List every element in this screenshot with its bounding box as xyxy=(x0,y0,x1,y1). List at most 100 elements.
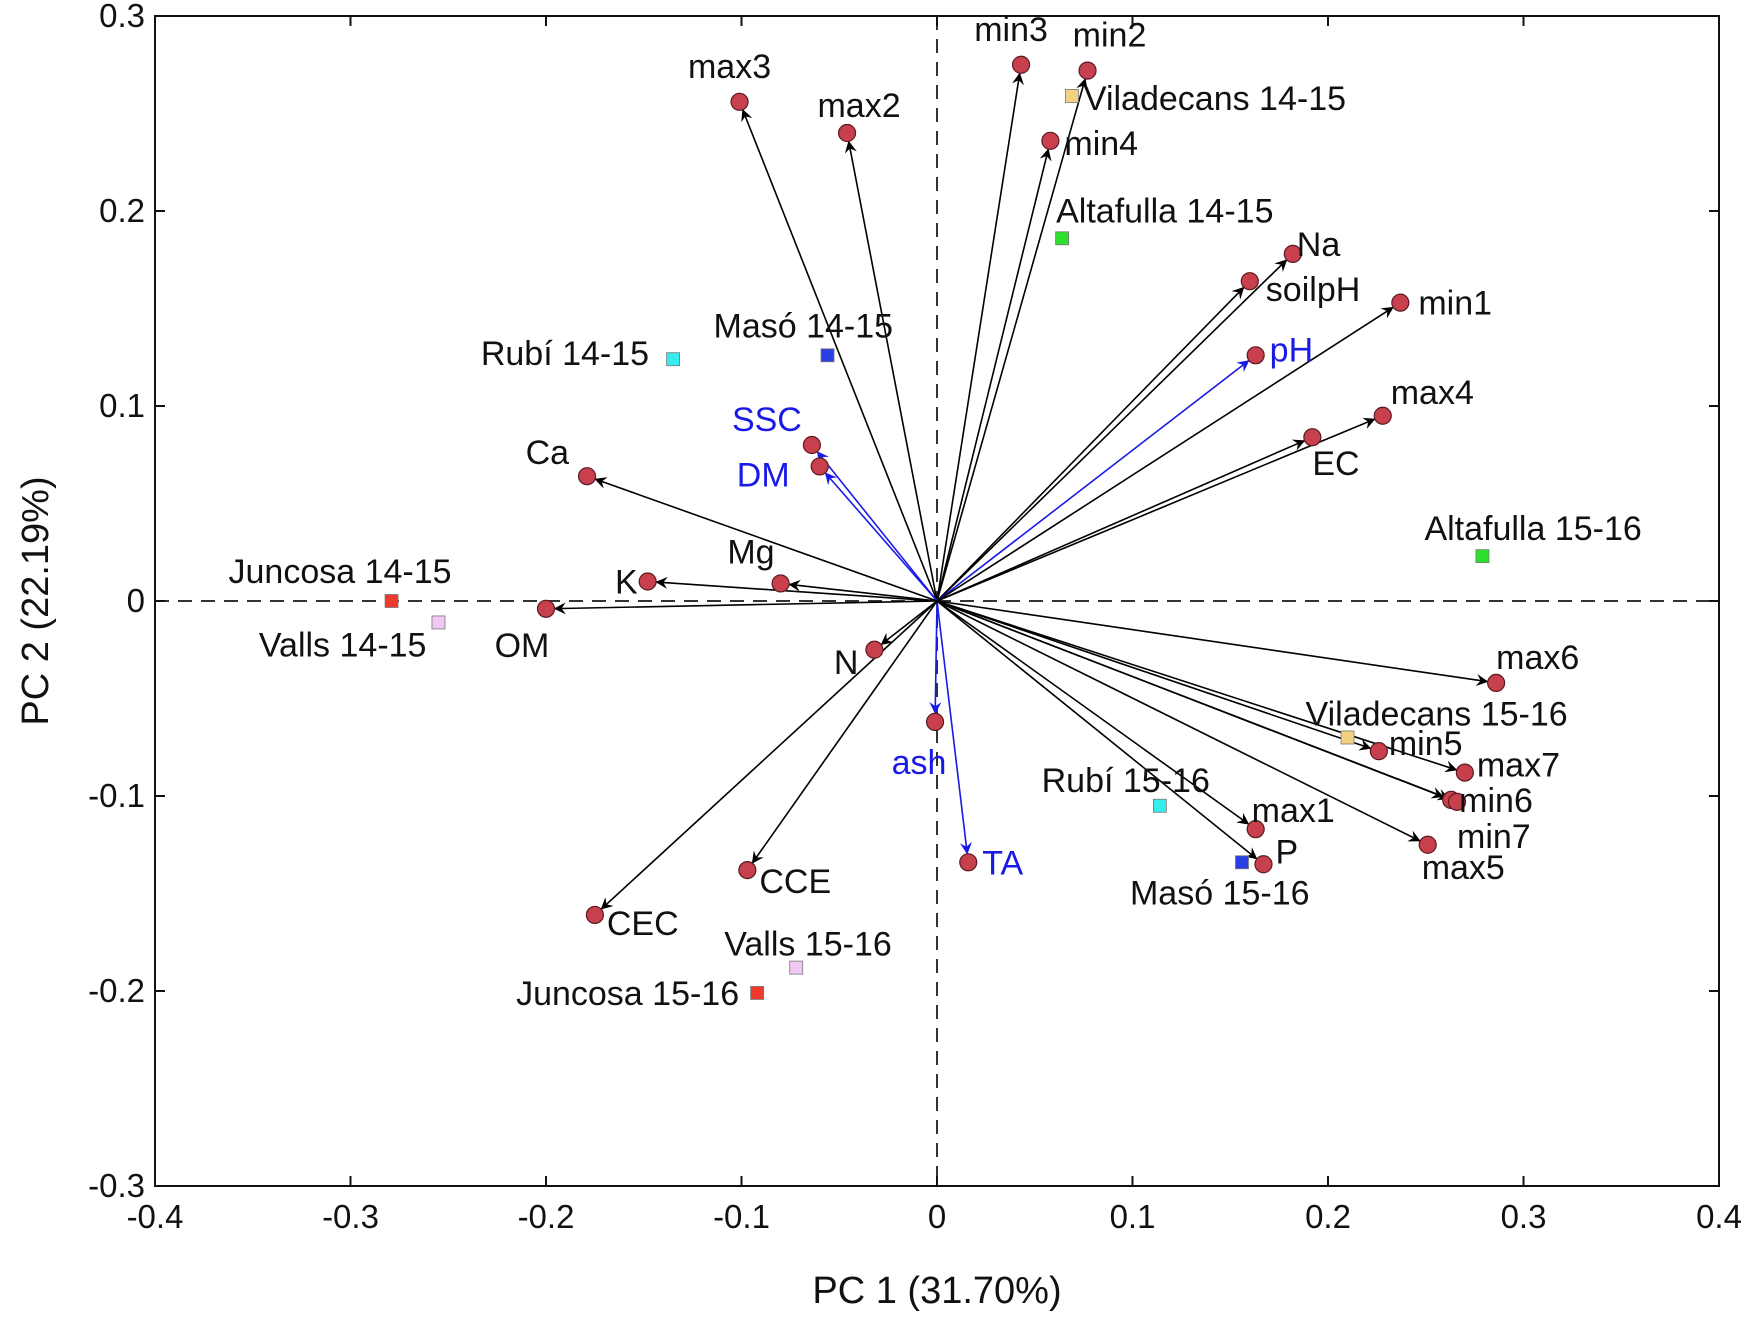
sample-label-valls-14-15: Valls 14-15 xyxy=(259,626,427,664)
arrow-dm xyxy=(824,472,938,602)
point-min5 xyxy=(1369,742,1388,761)
label-max5: max5 xyxy=(1422,849,1505,887)
y-axis-title: PC 2 (22.19%) xyxy=(15,476,57,725)
point-min4 xyxy=(1041,131,1060,150)
sample-rubi-15-16 xyxy=(1152,798,1167,813)
arrow-max4 xyxy=(936,417,1376,602)
point-max4 xyxy=(1373,406,1392,425)
sample-juncosa-15-16 xyxy=(750,986,765,1000)
point-min7 xyxy=(1447,792,1467,811)
arrow-n xyxy=(880,600,938,645)
arrow-ca xyxy=(594,477,938,602)
label-max2: max2 xyxy=(817,87,900,125)
y-tick-label: -0.2 xyxy=(88,972,145,1009)
arrow-min2 xyxy=(936,78,1088,602)
axis-ticks: -0.4 -0.3 -0.2 -0.1 0 0.1 0.2 0.3 0.4-0.3-0.2-0.… xyxy=(88,0,1742,1235)
arrow-mg xyxy=(788,579,938,602)
point-ca xyxy=(577,467,597,486)
sample-label-rubi-14-15: Rubí 14-15 xyxy=(481,335,649,373)
point-max2 xyxy=(837,123,857,143)
label-ph: pH xyxy=(1270,331,1313,369)
sample-label-maso-14-15: Masó 14-15 xyxy=(714,307,894,345)
label-cce: CCE xyxy=(759,863,831,901)
point-max1 xyxy=(1246,820,1265,839)
point-k xyxy=(638,572,657,591)
label-ssc: SSC xyxy=(732,401,802,439)
point-min1 xyxy=(1391,293,1410,312)
label-min7: min7 xyxy=(1457,818,1531,856)
point-na xyxy=(1283,244,1302,263)
arrow-p xyxy=(936,600,1258,860)
label-n: N xyxy=(834,644,859,682)
arrow-cce xyxy=(751,600,938,864)
point-ash xyxy=(925,712,945,732)
arrow-min1 xyxy=(936,306,1394,602)
point-min3 xyxy=(1011,55,1031,74)
arrow-ash xyxy=(929,600,942,715)
arrow-max3 xyxy=(741,109,938,602)
point-max7 xyxy=(1455,763,1474,782)
x-tick-label: 0.1 xyxy=(1110,1198,1156,1235)
arrow-max6 xyxy=(936,600,1489,686)
sample-label-maso-15-16: Masó 15-16 xyxy=(1130,874,1310,912)
label-max6: max6 xyxy=(1496,639,1579,677)
point-cec xyxy=(585,905,604,925)
label-ash: ash xyxy=(892,744,947,782)
sample-label-juncosa-14-15: Juncosa 14-15 xyxy=(229,553,452,591)
label-min1: min1 xyxy=(1418,285,1492,323)
point-max6 xyxy=(1487,673,1506,693)
sample-viladecans-14-15 xyxy=(1064,89,1079,103)
point-cce xyxy=(738,860,757,880)
sample-label-viladecans-14-15: Viladecans 14-15 xyxy=(1084,80,1346,118)
sample-label-altafulla-14-15: Altafulla 14-15 xyxy=(1056,192,1273,230)
label-dm: DM xyxy=(737,456,790,494)
point-mg xyxy=(771,574,790,593)
arrow-max5 xyxy=(936,600,1421,842)
label-ec: EC xyxy=(1312,445,1359,483)
arrow-min4 xyxy=(936,148,1052,602)
y-tick-label: 0.1 xyxy=(99,387,145,424)
x-tick-label: 0.3 xyxy=(1501,1198,1547,1235)
arrow-min5 xyxy=(936,600,1372,751)
x-tick-label: 0.4 xyxy=(1696,1198,1742,1235)
label-max4: max4 xyxy=(1391,374,1474,412)
point-ta xyxy=(959,853,978,872)
label-p: P xyxy=(1275,833,1298,871)
sample-label-rubi-15-16: Rubí 15-16 xyxy=(1042,762,1210,800)
sample-altafulla-14-15 xyxy=(1055,231,1070,246)
sample-label-altafulla-15-16: Altafulla 15-16 xyxy=(1424,510,1641,548)
x-tick-label: -0.2 xyxy=(518,1198,575,1235)
point-max3 xyxy=(730,92,749,111)
label-min2: min2 xyxy=(1073,17,1147,55)
sample-label-juncosa-15-16: Juncosa 15-16 xyxy=(516,975,739,1013)
y-tick-label: -0.1 xyxy=(88,777,145,814)
label-min4: min4 xyxy=(1064,125,1138,163)
x-tick-label: 0 xyxy=(928,1198,946,1235)
x-tick-label: -0.3 xyxy=(322,1198,379,1235)
label-soilph: soilpH xyxy=(1266,271,1360,309)
arrow-min3 xyxy=(936,72,1024,602)
label-ca: Ca xyxy=(526,434,570,472)
y-tick-label: -0.3 xyxy=(88,1167,145,1204)
point-om xyxy=(536,599,556,618)
sample-rubi-14-15 xyxy=(666,352,680,367)
variable-points xyxy=(536,55,1506,925)
sample-maso-14-15 xyxy=(820,348,835,363)
label-min3: min3 xyxy=(974,11,1048,49)
loading-arrows xyxy=(553,72,1489,910)
label-om: OM xyxy=(495,627,550,665)
y-tick-label: 0 xyxy=(127,582,145,619)
arrow-ec xyxy=(936,439,1306,602)
label-max7: max7 xyxy=(1477,747,1560,785)
label-mg: Mg xyxy=(727,533,774,571)
arrow-ta xyxy=(936,600,972,855)
point-p xyxy=(1254,855,1273,874)
sample-maso-15-16 xyxy=(1235,855,1249,870)
point-soilph xyxy=(1240,272,1259,291)
label-cec: CEC xyxy=(607,905,679,943)
point-n xyxy=(865,640,884,659)
label-min6: min6 xyxy=(1459,782,1533,820)
sample-juncosa-14-15 xyxy=(384,594,399,608)
arrow-max7 xyxy=(936,600,1458,773)
